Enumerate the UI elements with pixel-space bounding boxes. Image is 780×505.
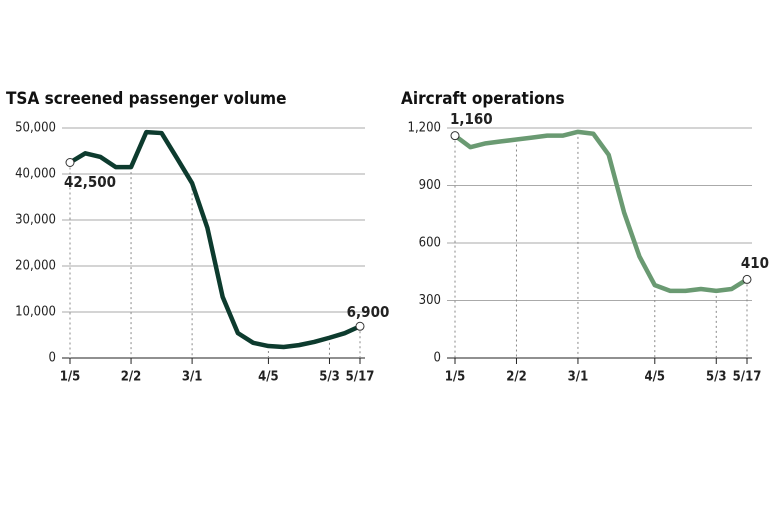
y-tick-label: 1,200 bbox=[408, 121, 441, 136]
y-tick-label: 30,000 bbox=[15, 213, 56, 228]
x-tick-label: 5/17 bbox=[733, 370, 762, 385]
chart-title: TSA screened passenger volume bbox=[6, 89, 286, 109]
x-tick-label: 3/1 bbox=[182, 370, 203, 385]
x-tick-label: 1/5 bbox=[445, 370, 466, 385]
y-tick-label: 300 bbox=[419, 293, 441, 308]
x-tick-label: 4/5 bbox=[645, 370, 666, 385]
y-tick-label: 10,000 bbox=[15, 305, 56, 320]
y-tick-label: 0 bbox=[434, 351, 441, 366]
chart-title: Aircraft operations bbox=[401, 89, 565, 109]
value-label: 1,160 bbox=[450, 110, 493, 128]
end-point bbox=[355, 321, 365, 331]
x-tick-label: 2/2 bbox=[121, 370, 142, 385]
value-label: 6,900 bbox=[347, 303, 390, 321]
end-point bbox=[742, 274, 752, 284]
y-tick-label: 20,000 bbox=[15, 259, 56, 274]
line-series bbox=[68, 129, 361, 350]
x-tick-label: 5/3 bbox=[706, 370, 727, 385]
x-tick-label: 2/2 bbox=[506, 370, 527, 385]
y-tick-label: 600 bbox=[419, 236, 441, 251]
x-tick-label: 1/5 bbox=[60, 370, 81, 385]
x-tick-label: 4/5 bbox=[258, 370, 279, 385]
value-label: 42,500 bbox=[64, 173, 116, 191]
y-tick-label: 40,000 bbox=[15, 167, 56, 182]
x-tick-label: 5/3 bbox=[319, 370, 340, 385]
end-point bbox=[450, 131, 460, 141]
y-tick-label: 50,000 bbox=[15, 121, 56, 136]
x-tick-label: 3/1 bbox=[568, 370, 589, 385]
value-label: 410 bbox=[741, 254, 769, 272]
y-tick-label: 900 bbox=[419, 178, 441, 193]
line-series bbox=[453, 129, 749, 294]
end-point bbox=[65, 158, 75, 167]
y-tick-label: 0 bbox=[49, 351, 56, 366]
x-tick-label: 5/17 bbox=[346, 370, 375, 385]
